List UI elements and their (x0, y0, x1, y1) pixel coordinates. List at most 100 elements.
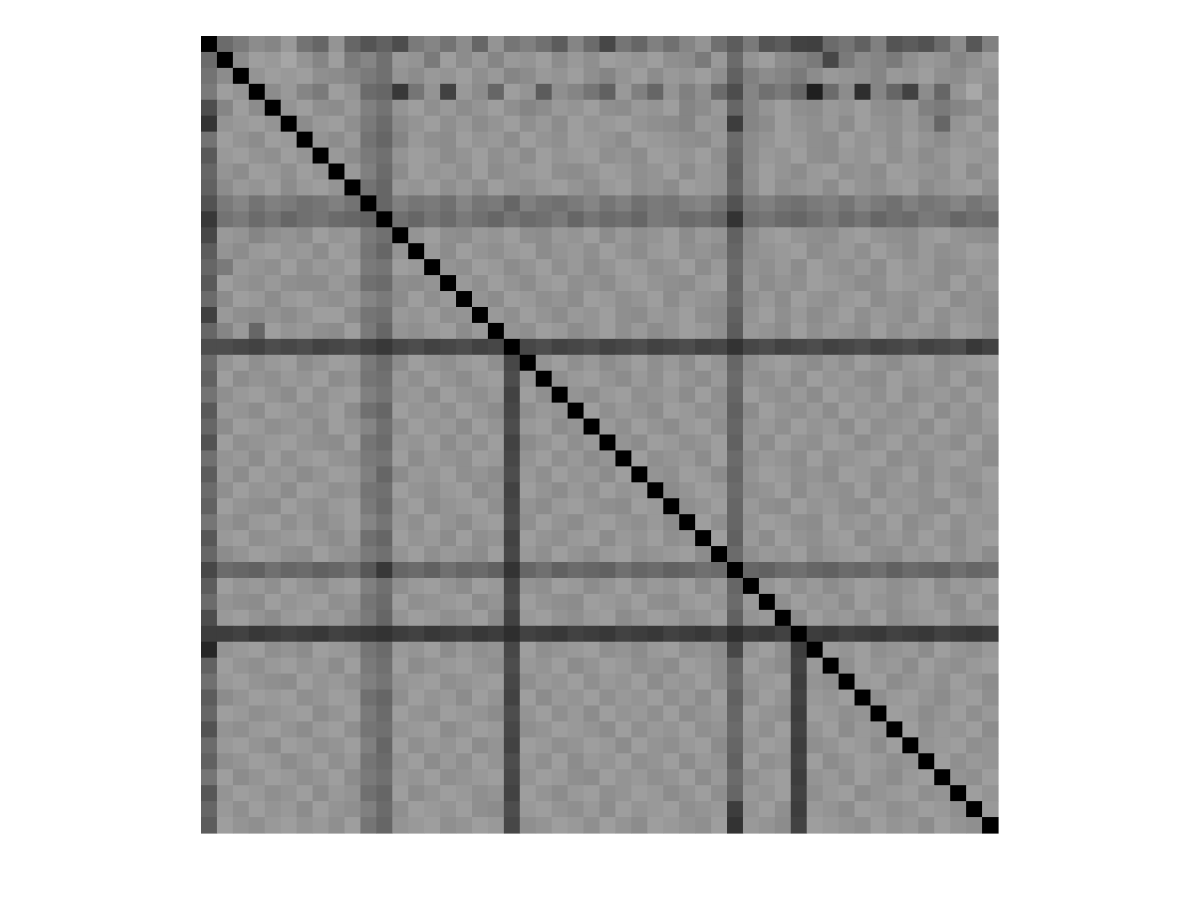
heatmap-cell (679, 322, 696, 340)
heatmap-cell (487, 641, 505, 659)
heatmap-cell (950, 115, 967, 133)
heatmap-cell (854, 609, 872, 627)
heatmap-cell (360, 498, 377, 515)
heatmap-cell (838, 275, 856, 292)
heatmap-cell (870, 785, 888, 802)
heatmap-cell (902, 498, 919, 515)
heatmap-cell (950, 482, 967, 499)
heatmap-cell (232, 386, 250, 404)
heatmap-cell (679, 785, 696, 802)
heatmap-cell (392, 195, 409, 212)
heatmap-cell (424, 657, 441, 675)
heatmap-cell (567, 291, 585, 308)
heatmap-cell (695, 498, 712, 515)
heatmap-cell (966, 147, 983, 165)
heatmap-cell (790, 99, 808, 117)
heatmap-cell (280, 402, 298, 420)
heatmap-cell (727, 36, 744, 53)
heatmap-cell (934, 227, 951, 244)
heatmap-cell (902, 450, 919, 467)
heatmap-cell (774, 179, 792, 196)
heatmap-cell (424, 641, 441, 659)
heatmap-cell (424, 769, 441, 786)
heatmap-cell (902, 211, 919, 228)
heatmap-cell (615, 785, 632, 802)
heatmap-cell (280, 243, 298, 260)
heatmap-cell (296, 673, 314, 691)
heatmap-cell (296, 577, 314, 595)
heatmap-cell (774, 769, 792, 786)
heatmap-cell (344, 705, 361, 723)
heatmap-cell (201, 179, 218, 196)
heatmap-cell (615, 243, 632, 260)
heatmap-cell (567, 131, 585, 149)
heatmap-cell (902, 737, 919, 754)
heatmap-cell (232, 259, 250, 276)
heatmap-cell (567, 737, 585, 754)
heatmap-cell (679, 498, 696, 515)
heatmap-cell (248, 785, 266, 802)
heatmap-cell (631, 243, 648, 260)
heatmap-cell (392, 450, 409, 467)
heatmap-cell (232, 609, 250, 627)
heatmap-cell (296, 115, 314, 133)
heatmap-cell (201, 705, 218, 723)
heatmap-cell (312, 36, 330, 53)
heatmap-cell (408, 817, 425, 834)
heatmap-cell (551, 657, 569, 675)
heatmap-cell (312, 482, 330, 499)
heatmap-cell (280, 36, 298, 53)
heatmap-cell (344, 67, 361, 85)
heatmap-cell (647, 593, 664, 611)
heatmap-cell (296, 402, 314, 420)
heatmap-cell (583, 275, 601, 292)
heatmap-cell (232, 195, 250, 212)
heatmap-cell (982, 418, 999, 436)
heatmap-cell (679, 673, 696, 691)
heatmap-cell (615, 434, 632, 452)
heatmap-cell (408, 562, 425, 579)
heatmap-cell (328, 466, 346, 483)
heatmap-cell (854, 673, 872, 691)
heatmap-cell (727, 641, 744, 659)
heatmap-cell (934, 673, 951, 691)
heatmap-cell (344, 785, 361, 802)
heatmap-cell (742, 641, 760, 659)
heatmap-cell (408, 131, 425, 149)
heatmap-cell (376, 131, 393, 149)
heatmap-cell (456, 99, 473, 117)
heatmap-cell (328, 99, 346, 117)
heatmap-cell (248, 243, 266, 260)
heatmap-cell (280, 593, 298, 611)
heatmap-cell (360, 769, 377, 786)
heatmap-cell (567, 482, 585, 499)
heatmap-cell (599, 625, 617, 643)
heatmap-cell (631, 753, 648, 770)
heatmap-cell (934, 785, 951, 802)
heatmap-cell (487, 609, 505, 627)
heatmap-cell (456, 705, 473, 723)
heatmap-cell (424, 338, 441, 356)
heatmap-cell (918, 498, 935, 515)
heatmap-cell (727, 530, 744, 547)
heatmap-cell (503, 450, 521, 467)
heatmap-cell (966, 593, 983, 611)
heatmap-cell (360, 115, 377, 133)
heatmap-cell (742, 577, 760, 595)
heatmap-cell (934, 147, 951, 165)
heatmap-cell (312, 338, 330, 356)
heatmap-cell (503, 275, 521, 292)
heatmap-cell (870, 625, 888, 643)
heatmap-cell (296, 657, 314, 675)
heatmap-cell (471, 562, 489, 579)
heatmap-cell (982, 785, 999, 802)
heatmap-cell (567, 402, 585, 420)
heatmap-cell (376, 227, 393, 244)
heatmap-cell (328, 609, 346, 627)
heatmap-cell (742, 83, 760, 101)
heatmap-cell (296, 83, 314, 101)
heatmap-cell (344, 51, 361, 69)
heatmap-cell (503, 466, 521, 483)
heatmap-cell (583, 689, 601, 707)
heatmap-cell (456, 147, 473, 165)
